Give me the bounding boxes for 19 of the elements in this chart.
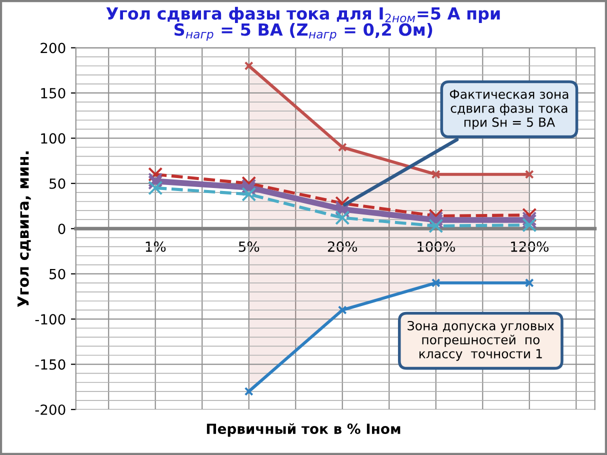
y-tick-label: -150 [35, 359, 66, 370]
y-tick-label: 50 [50, 268, 66, 280]
x-tick-label: 5% [238, 241, 260, 252]
y-tick-label: -100 [35, 314, 66, 325]
x-tick-label: 120% [511, 241, 548, 252]
annotation: Зона допуска угловых погрешностей по классу точности 1 [408, 320, 554, 361]
y-axis-title: Угол сдвига, мин. [18, 151, 31, 307]
x-tick-label: 1% [146, 241, 166, 252]
x-tick-label: 100% [418, 241, 455, 252]
y-tick-label: 0 [58, 224, 66, 234]
x-axis-title: Первичный ток в % Iном [206, 423, 400, 437]
y-tick-label: -200 [35, 404, 66, 415]
y-tick-label: 150 [41, 88, 66, 98]
chart-title: Угол сдвига фазы тока для I$_{2ном}$=5 А при S$_{нагр}$ = 5 ВА (Z$_{нагр}$ = 0,2 Ом) [106, 6, 500, 41]
y-tick-label: 200 [40, 42, 66, 54]
x-tick-label: 20% [328, 241, 358, 252]
y-tick-label: 100 [41, 133, 66, 144]
y-tick-label: 50 [50, 178, 66, 189]
annotation: Фактическая зона сдвига фазы тока при Sн = 5 ВА [450, 90, 568, 130]
